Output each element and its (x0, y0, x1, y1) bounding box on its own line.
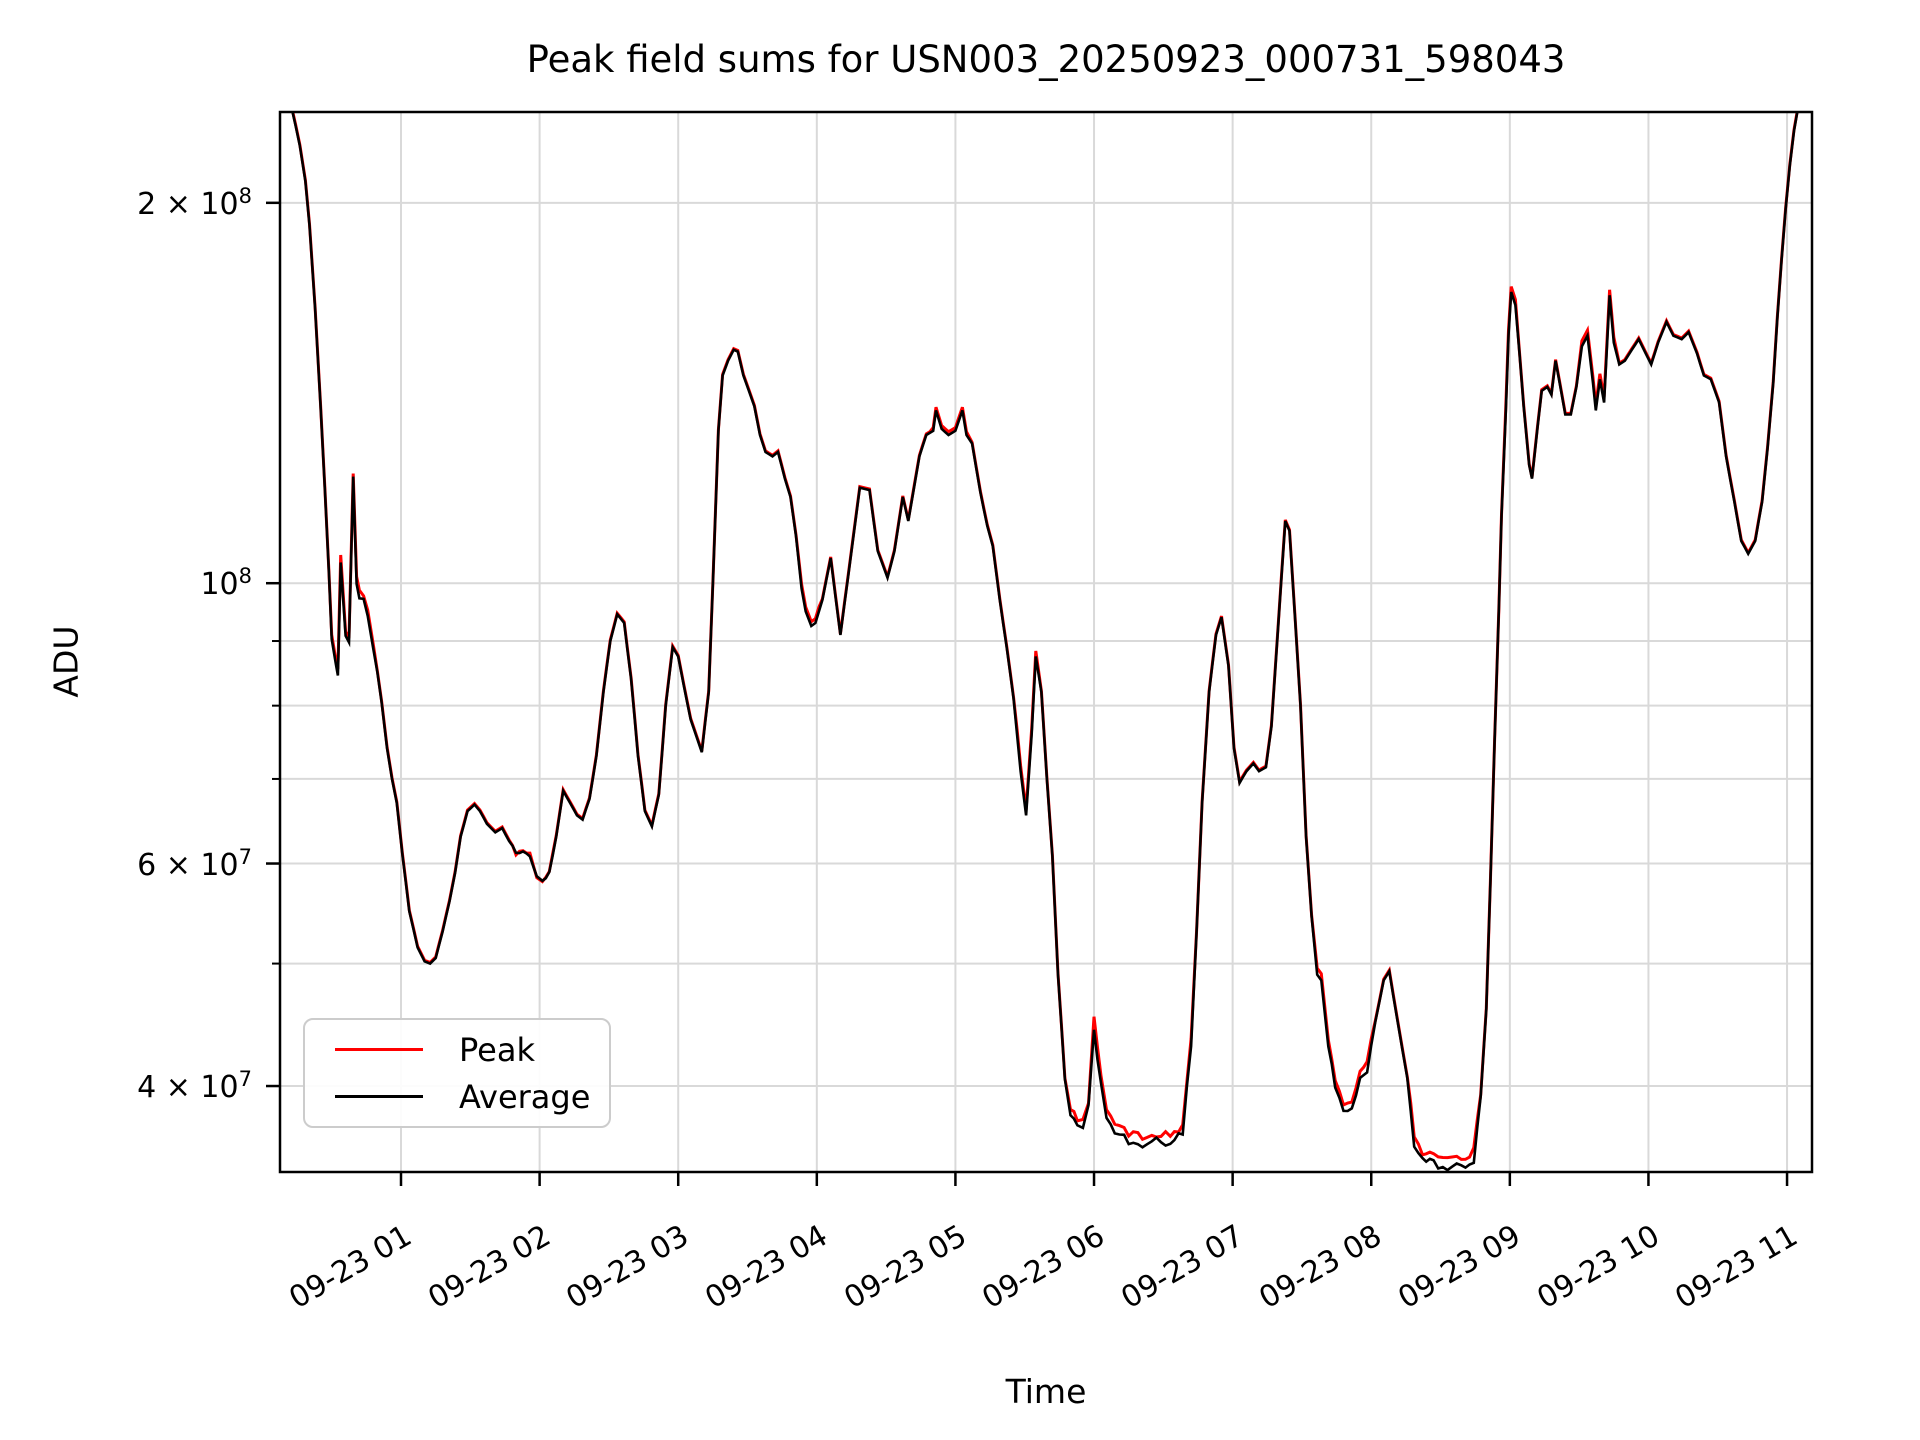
legend-entry-peak: Peak (305, 1027, 609, 1073)
legend-label-peak: Peak (459, 1030, 535, 1069)
legend-entry-average: Average (305, 1074, 609, 1120)
y-tick-label: 108 (200, 564, 252, 603)
peak-line-sample (335, 1048, 423, 1051)
y-tick-label: 6 × 107 (137, 844, 252, 883)
plot-border (278, 110, 1814, 1174)
data-curves (291, 112, 1799, 1172)
y-tick-label: 2 × 108 (137, 183, 252, 222)
legend-box: Peak Average (303, 1018, 611, 1128)
average-series-line (291, 112, 1799, 1172)
x-axis-label: Time (1005, 1372, 1087, 1411)
average-line-sample (335, 1095, 423, 1098)
y-tick-label: 4 × 107 (137, 1067, 252, 1106)
axis-ticks (266, 201, 1789, 1186)
chart-title: Peak field sums for USN003_20250923_0007… (526, 38, 1566, 81)
legend-label-average: Average (459, 1077, 591, 1116)
gridlines (280, 112, 1812, 1172)
peak-series-line (291, 112, 1799, 1161)
y-axis-label: ADU (46, 625, 86, 698)
